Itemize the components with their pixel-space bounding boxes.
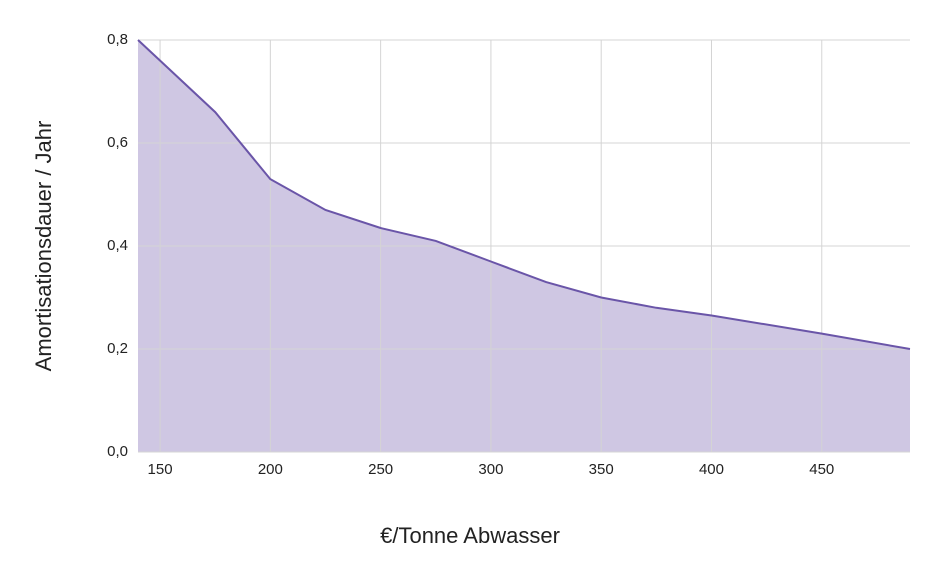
y-tick-label: 0,4 — [107, 237, 128, 254]
x-tick-label: 200 — [258, 461, 283, 478]
x-tick-label: 450 — [809, 461, 834, 478]
y-tick-label: 0,2 — [107, 340, 128, 357]
y-tick-label: 0,6 — [107, 134, 128, 151]
area-line — [137, 39, 911, 350]
x-tick-label: 400 — [699, 461, 724, 478]
y-tick-label: 0,0 — [107, 443, 128, 460]
x-tick-label: 300 — [478, 461, 503, 478]
x-tick-label: 250 — [368, 461, 393, 478]
y-tick-label: 0,8 — [107, 31, 128, 48]
y-axis-title: Amortisationsdauer / Jahr — [31, 121, 56, 372]
x-axis-title: €/Tonne Abwasser — [380, 523, 560, 548]
x-tick-label: 350 — [589, 461, 614, 478]
x-tick-label: 150 — [148, 461, 173, 478]
